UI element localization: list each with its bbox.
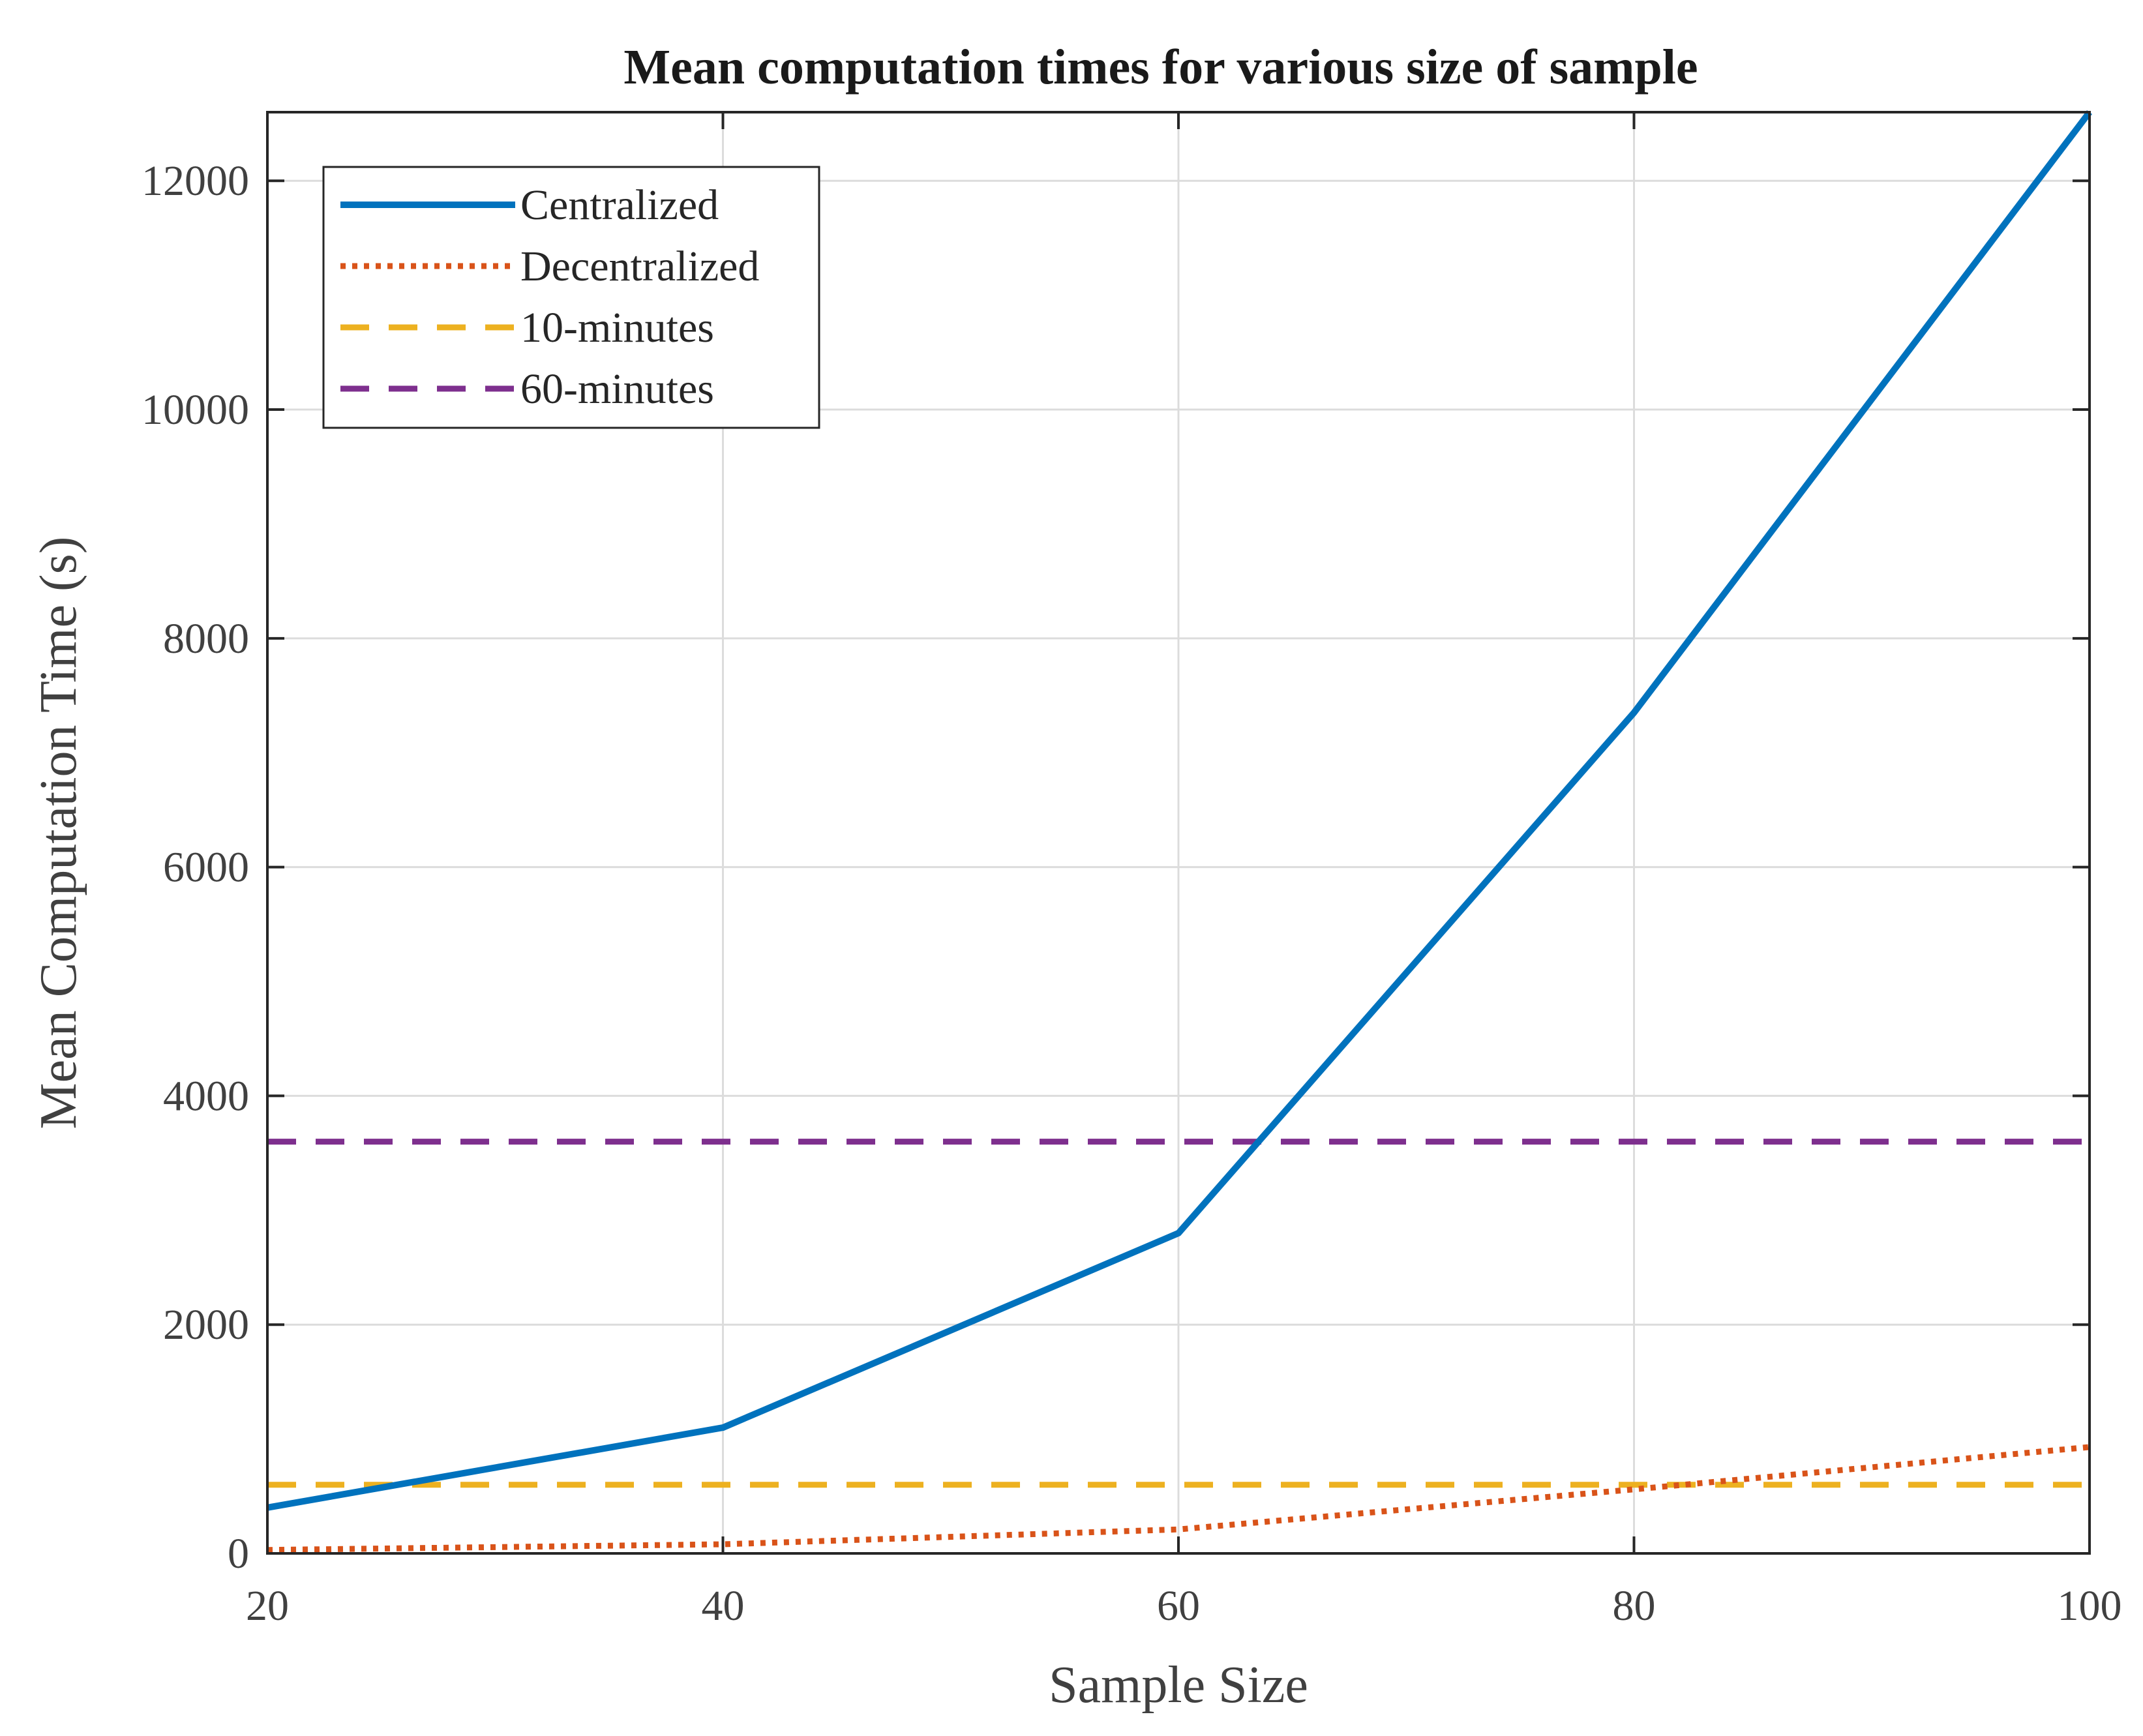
legend-label: Decentralized bbox=[520, 243, 759, 290]
legend-label: Centralized bbox=[520, 181, 719, 229]
y-tick-label: 10000 bbox=[142, 386, 249, 434]
x-tick-label: 60 bbox=[1157, 1582, 1200, 1630]
x-tick-label: 40 bbox=[702, 1582, 745, 1630]
axis-ticks bbox=[266, 112, 2091, 1555]
y-axis-tick-labels: 0 2000 4000 6000 8000 10000 12000 bbox=[142, 157, 249, 1578]
legend: Centralized Decentralized 10-minutes 60-min… bbox=[322, 166, 820, 429]
legend-label: 10-minutes bbox=[520, 304, 714, 352]
y-tick-label: 6000 bbox=[163, 844, 249, 891]
x-tick-label: 100 bbox=[2058, 1582, 2122, 1630]
legend-entries: Centralized Decentralized 10-minutes 60-min… bbox=[340, 181, 759, 413]
legend-box bbox=[322, 166, 820, 429]
series-lines bbox=[267, 110, 2092, 1553]
chart-title: Mean computation times for various size … bbox=[623, 40, 1698, 95]
y-tick-label: 0 bbox=[228, 1530, 249, 1578]
series-line-centralized bbox=[267, 110, 2092, 1511]
legend-label: 60-minutes bbox=[520, 365, 714, 413]
x-axis-tick-labels: 20 40 60 80 100 bbox=[246, 1582, 2122, 1630]
y-tick-label: 4000 bbox=[163, 1072, 249, 1120]
y-tick-label: 8000 bbox=[163, 615, 249, 663]
y-tick-label: 2000 bbox=[163, 1301, 249, 1349]
x-tick-label: 20 bbox=[246, 1582, 289, 1630]
x-axis-label: Sample Size bbox=[1049, 1656, 1308, 1714]
y-tick-label: 12000 bbox=[142, 157, 249, 205]
y-axis-label: Mean Computation Time (s) bbox=[30, 537, 87, 1130]
x-tick-label: 80 bbox=[1613, 1582, 1656, 1630]
